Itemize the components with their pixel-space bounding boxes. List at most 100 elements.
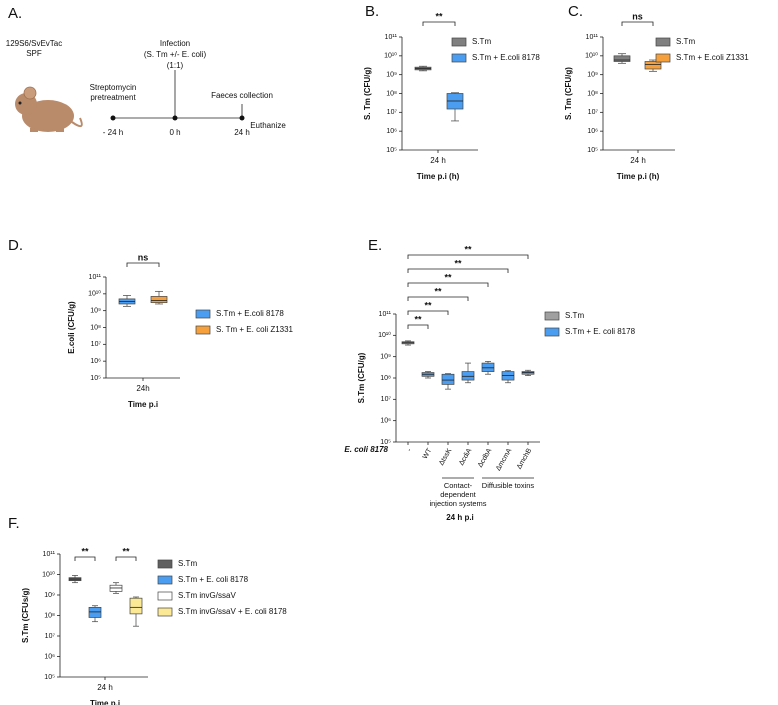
time-label: 0 h xyxy=(169,128,180,137)
significance-bracket xyxy=(115,556,137,561)
event-label: Euthanize xyxy=(250,121,286,130)
y-tick-label: 10⁸ xyxy=(587,90,598,97)
significance-label: ** xyxy=(424,300,432,310)
y-tick-label: 10⁹ xyxy=(380,354,391,361)
legend-swatch xyxy=(195,325,211,335)
legend-label: S.Tm invG/ssaV xyxy=(178,591,236,600)
timepoint xyxy=(110,115,116,121)
group-label: injection systems xyxy=(429,499,486,508)
y-tick-label: 10⁹ xyxy=(44,592,55,599)
significance-label: ns xyxy=(632,11,643,21)
significance-bracket xyxy=(407,254,529,259)
y-axis-label: E.coli (CFU/g) xyxy=(67,301,76,354)
panel-letter: E. xyxy=(368,237,382,254)
box xyxy=(613,55,631,62)
legend-label: S.Tm + E.coli Z1331 xyxy=(676,53,749,62)
box xyxy=(129,597,143,615)
legend-label: S.Tm + E.coli 8178 xyxy=(472,53,540,62)
legend-swatch xyxy=(451,37,467,47)
x-tick-label: 24 h xyxy=(97,683,113,692)
y-tick-label: 10⁶ xyxy=(380,418,391,425)
x-tick-label: 24 h xyxy=(630,156,646,165)
y-tick-label: 10¹¹ xyxy=(43,551,56,558)
x-axis-label: Time p.i (h) xyxy=(617,172,660,181)
x-tick-label: 24h xyxy=(136,384,149,393)
y-axis-label: S.Tm (CFU/g) xyxy=(357,352,366,403)
y-tick-label: 10⁹ xyxy=(587,72,598,79)
panel-letter: C. xyxy=(568,3,583,20)
timepoint xyxy=(239,115,245,121)
y-tick-label: 10⁵ xyxy=(587,147,598,154)
legend-swatch xyxy=(195,309,211,319)
x-tick-label: WT xyxy=(422,447,434,461)
box xyxy=(441,373,455,385)
y-tick-label: 10⁶ xyxy=(587,128,598,135)
y-tick-label: 10⁵ xyxy=(44,674,55,681)
y-tick-label: 10⁸ xyxy=(386,90,397,97)
y-tick-label: 10⁷ xyxy=(387,109,398,116)
panel-letter: D. xyxy=(8,237,23,254)
significance-label: ** xyxy=(81,546,89,556)
legend-label: S.Tm + E. coli 8178 xyxy=(565,327,636,336)
event-label: (S. Tm +/- E. coli) xyxy=(144,50,207,59)
y-tick-label: 10⁹ xyxy=(90,308,101,315)
event-label: Streptomycin xyxy=(90,83,137,92)
legend-swatch xyxy=(157,591,173,601)
y-tick-label: 10⁶ xyxy=(44,653,55,660)
legend-swatch xyxy=(544,311,560,321)
y-tick-label: 10¹⁰ xyxy=(378,331,391,339)
significance-bracket xyxy=(407,268,509,273)
legend-swatch xyxy=(157,575,173,585)
panel-letter: B. xyxy=(365,3,379,20)
x-axis-label: Time p.i (h) xyxy=(417,172,460,181)
box xyxy=(461,371,475,381)
legend-swatch xyxy=(157,559,173,569)
significance-label: ** xyxy=(464,244,472,254)
legend-swatch xyxy=(451,53,467,63)
significance-bracket xyxy=(407,296,469,301)
legend-label: S.Tm + E.coli 8178 xyxy=(216,309,284,318)
significance-label: ** xyxy=(434,286,442,296)
time-label: - 24 h xyxy=(103,128,123,137)
box xyxy=(88,606,102,618)
x-tick-label: ΔcdbA xyxy=(477,447,494,469)
y-tick-label: 10¹¹ xyxy=(89,274,102,281)
legend-swatch xyxy=(655,53,671,63)
group-label: dependent xyxy=(440,490,476,499)
y-tick-label: 10⁵ xyxy=(386,147,397,154)
significance-bracket xyxy=(74,556,96,561)
significance-label: ** xyxy=(414,314,422,324)
significance-bracket xyxy=(621,21,654,26)
y-tick-label: 10⁵ xyxy=(90,375,101,382)
legend-label: S. Tm + E. coli Z1331 xyxy=(216,325,294,334)
y-tick-label: 10⁷ xyxy=(381,396,392,403)
group-label: Contact- xyxy=(444,481,473,490)
event-label: pretreatment xyxy=(90,93,136,102)
y-tick-label: 10⁶ xyxy=(90,358,101,365)
y-axis-label: S. Tm (CFU/g) xyxy=(564,67,573,120)
box xyxy=(481,362,495,372)
x-tick-label: ΔcdiA xyxy=(458,447,473,467)
significance-bracket xyxy=(126,262,160,267)
y-tick-label: 10¹⁰ xyxy=(384,52,397,60)
y-tick-label: 10¹⁰ xyxy=(88,290,101,298)
legend-label: S.Tm + E. coli 8178 xyxy=(178,575,249,584)
event-label: Infection xyxy=(160,39,190,48)
y-axis-label: S.Tm (CFUs/g) xyxy=(21,588,30,643)
y-tick-label: 10⁷ xyxy=(588,109,599,116)
group-label: Diffusible toxins xyxy=(482,481,535,490)
y-tick-label: 10⁸ xyxy=(90,324,101,331)
x-tick-label: ΔmcmA xyxy=(495,447,513,472)
significance-label: ns xyxy=(138,252,149,262)
box xyxy=(644,61,662,70)
y-tick-label: 10¹¹ xyxy=(586,34,599,41)
x-axis-label: 24 h p.i xyxy=(446,513,474,522)
mouse-status: SPF xyxy=(26,49,42,58)
y-tick-label: 10¹⁰ xyxy=(585,52,598,60)
y-tick-label: 10¹¹ xyxy=(385,34,398,41)
event-label: Faeces collection xyxy=(211,91,273,100)
legend-swatch xyxy=(157,607,173,617)
significance-label: ** xyxy=(435,11,443,21)
box xyxy=(150,296,168,303)
